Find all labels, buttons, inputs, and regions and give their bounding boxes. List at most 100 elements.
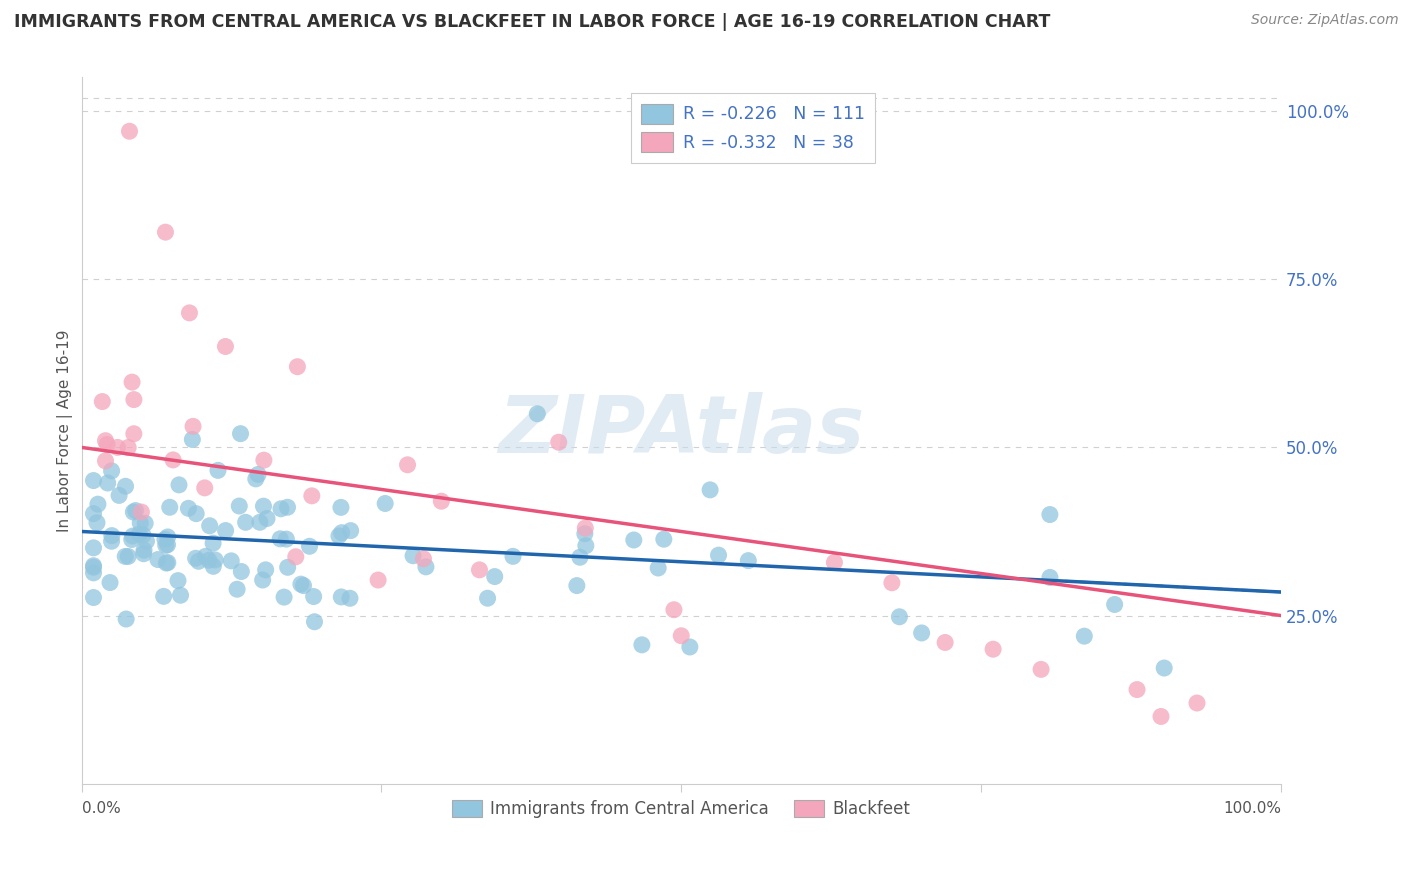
Point <box>290 577 312 591</box>
Point <box>276 500 298 515</box>
Point <box>98 575 121 590</box>
Point <box>270 501 292 516</box>
Point <box>132 528 155 542</box>
Text: Source: ZipAtlas.com: Source: ZipAtlas.com <box>1251 13 1399 28</box>
Point <box>287 359 309 374</box>
Point <box>83 591 105 605</box>
Point <box>198 518 221 533</box>
Point <box>128 527 150 541</box>
Point <box>117 441 139 455</box>
Point <box>91 394 114 409</box>
Point <box>167 574 190 588</box>
Point <box>114 479 136 493</box>
Point <box>468 563 491 577</box>
Point <box>122 505 145 519</box>
Point <box>302 590 325 604</box>
Point <box>83 566 105 580</box>
Point <box>396 458 419 472</box>
Point <box>159 500 181 515</box>
Point <box>179 306 201 320</box>
Point <box>477 591 499 606</box>
Point <box>162 453 184 467</box>
Point <box>153 533 176 547</box>
Point <box>575 539 598 553</box>
Point <box>402 549 425 563</box>
Point <box>101 528 124 542</box>
Point <box>699 483 721 497</box>
Point <box>1039 508 1062 522</box>
Point <box>502 549 524 564</box>
Point <box>330 525 353 540</box>
Point <box>1153 661 1175 675</box>
Point <box>235 516 257 530</box>
Point <box>737 554 759 568</box>
Point <box>167 478 190 492</box>
Point <box>214 339 236 353</box>
Point <box>198 553 221 567</box>
Point <box>202 536 225 550</box>
Point <box>231 565 253 579</box>
Point <box>181 419 204 434</box>
Point <box>254 563 277 577</box>
Point <box>679 640 702 654</box>
Point <box>132 547 155 561</box>
Point <box>86 516 108 530</box>
Point <box>330 590 353 604</box>
Point <box>115 612 138 626</box>
Point <box>132 543 155 558</box>
Point <box>568 550 591 565</box>
Point <box>202 559 225 574</box>
Point <box>1126 682 1149 697</box>
Legend: Immigrants from Central America, Blackfeet: Immigrants from Central America, Blackfe… <box>446 793 917 825</box>
Point <box>374 496 396 510</box>
Point <box>981 642 1004 657</box>
Point <box>301 489 323 503</box>
Point <box>100 464 122 478</box>
Point <box>671 629 693 643</box>
Y-axis label: In Labor Force | Age 16-19: In Labor Force | Age 16-19 <box>58 329 73 532</box>
Point <box>155 538 177 552</box>
Point <box>169 588 191 602</box>
Point <box>880 575 903 590</box>
Point <box>256 511 278 525</box>
Point <box>1185 696 1208 710</box>
Point <box>155 225 177 239</box>
Point <box>911 626 934 640</box>
Point <box>207 463 229 477</box>
Point <box>1073 629 1095 643</box>
Point <box>186 507 208 521</box>
Text: ZIPAtlas: ZIPAtlas <box>498 392 865 469</box>
Point <box>156 538 179 552</box>
Point <box>226 582 249 597</box>
Point <box>273 590 295 604</box>
Point <box>245 472 267 486</box>
Point <box>146 552 169 566</box>
Point <box>1039 570 1062 584</box>
Point <box>131 505 153 519</box>
Point <box>574 526 596 541</box>
Point <box>194 481 217 495</box>
Point <box>124 503 146 517</box>
Point <box>229 426 252 441</box>
Point <box>121 529 143 543</box>
Point <box>652 532 675 546</box>
Point <box>122 426 145 441</box>
Point <box>156 556 179 570</box>
Point <box>269 532 291 546</box>
Point <box>122 392 145 407</box>
Point <box>204 553 226 567</box>
Point <box>219 554 242 568</box>
Point <box>96 437 118 451</box>
Point <box>121 375 143 389</box>
Point <box>565 578 588 592</box>
Text: 100.0%: 100.0% <box>1223 801 1281 816</box>
Point <box>117 549 139 564</box>
Point <box>707 548 730 562</box>
Point <box>1104 598 1126 612</box>
Point <box>187 554 209 568</box>
Point <box>1150 709 1173 723</box>
Point <box>107 441 129 455</box>
Point <box>1029 662 1052 676</box>
Point <box>292 578 315 592</box>
Point <box>83 541 105 555</box>
